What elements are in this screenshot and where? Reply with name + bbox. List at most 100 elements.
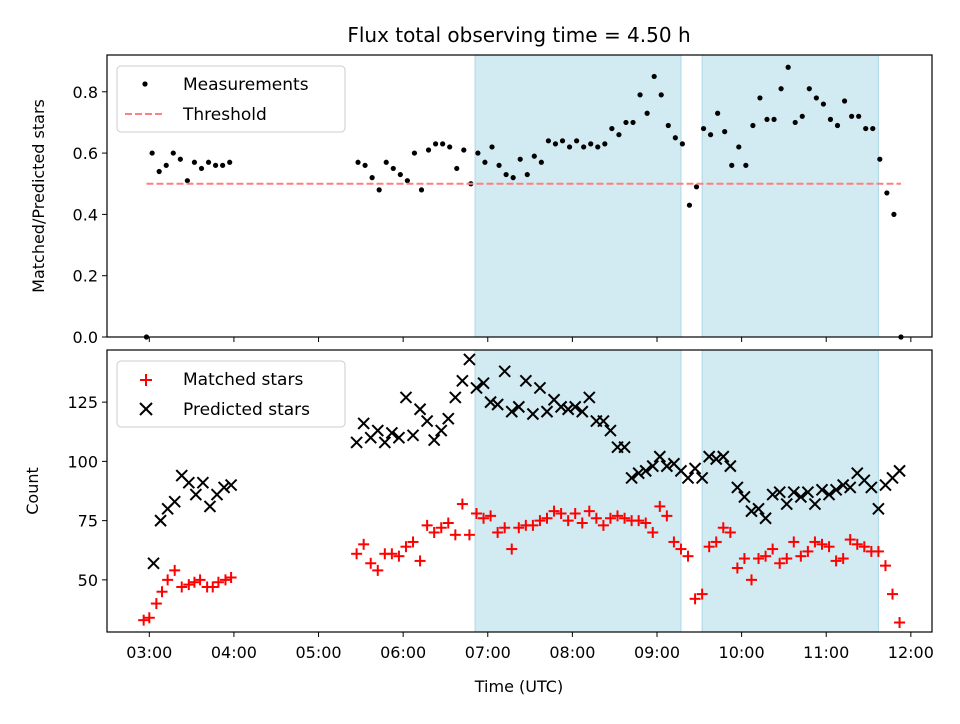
measurement-point <box>205 159 212 165</box>
matched-stars-point <box>738 553 750 565</box>
bottom-x-tick-label: 05:00 <box>295 643 341 662</box>
matched-stars-point <box>358 538 370 550</box>
bottom-legend: Matched stars Predicted stars <box>116 360 346 428</box>
measurement-point <box>651 73 657 80</box>
matched-stars-point <box>188 576 200 588</box>
predicted-stars-point <box>413 403 427 416</box>
predicted-stars-point <box>660 459 674 473</box>
predicted-stars-point <box>378 436 392 449</box>
predicted-stars-point <box>604 424 617 437</box>
measurement-point <box>665 122 671 129</box>
legend-threshold-label: Threshold <box>182 105 267 125</box>
measurement-point <box>884 190 890 196</box>
matched-stars-point <box>703 541 715 553</box>
predicted-stars-point <box>203 500 217 513</box>
predicted-stars-point <box>196 476 210 489</box>
predicted-stars-point <box>427 433 441 447</box>
matched-stars-point <box>548 505 560 517</box>
matched-stars-point <box>816 538 828 550</box>
bottom-x-tick-label: 10:00 <box>719 643 765 662</box>
matched-stars-point <box>183 579 195 591</box>
matched-stars-point <box>407 536 419 548</box>
matched-stars-point <box>689 593 701 605</box>
bottom-y-tick-label: 125 <box>67 393 98 412</box>
predicted-stars-point <box>470 381 483 395</box>
matched-stars-point <box>597 519 609 531</box>
matched-stars-point <box>583 505 595 517</box>
bottom-y-ticks: 50 75 100 125 <box>67 393 107 590</box>
matched-stars-point <box>449 529 461 541</box>
predicted-stars-point <box>526 407 540 421</box>
predicted-stars-point <box>568 400 582 414</box>
measurement-point <box>736 144 742 150</box>
measurement-point <box>177 156 183 162</box>
predicted-stars-point <box>554 400 568 414</box>
measurement-point <box>644 110 650 116</box>
bottom-y-axis-label: Count <box>23 467 42 515</box>
predicted-stars-point <box>752 502 765 515</box>
matched-stars-point <box>569 508 581 520</box>
legend-measurements-label: Measurements <box>183 75 309 95</box>
matched-stars-point <box>858 541 870 553</box>
measurement-point <box>496 162 502 168</box>
predicted-stars-point <box>505 405 518 418</box>
top-x-ticks <box>148 337 912 342</box>
measurement-point <box>369 175 375 181</box>
measurement-point <box>212 162 219 168</box>
measurement-point <box>574 138 580 144</box>
top-y-tick-label: 0.0 <box>73 328 98 347</box>
predicted-stars-point <box>688 462 702 475</box>
matched-stars-point <box>795 550 807 562</box>
measurement-point <box>411 150 418 156</box>
measurement-point <box>524 171 530 178</box>
matched-stars-point <box>830 555 842 567</box>
measurement-point <box>489 144 495 150</box>
measurement-point <box>637 92 643 98</box>
matched-stars-point <box>219 574 231 586</box>
measurement-point <box>891 211 897 217</box>
matched-stars-point <box>207 581 219 593</box>
predicted-stars-point <box>843 481 857 494</box>
measurement-point <box>149 150 155 156</box>
matched-stars-point <box>225 571 237 583</box>
measurement-point <box>686 202 693 208</box>
predicted-stars-point <box>766 488 779 501</box>
matched-stars-point <box>562 515 574 527</box>
top-y-tick-label: 0.8 <box>73 83 98 102</box>
predicted-stars-point <box>406 429 420 442</box>
top-panel: 0.00.20.40.60.8 Matched/Predicted stars … <box>29 54 933 347</box>
top-data-marks <box>143 64 904 340</box>
bottom-x-tick-label: 12:00 <box>888 643 934 662</box>
measurement-point <box>198 165 205 172</box>
bottom-x-tick-label: 07:00 <box>465 643 511 662</box>
matched-stars-point <box>176 581 188 593</box>
matched-stars-point <box>604 512 616 524</box>
predicted-stars-point <box>787 485 801 499</box>
predicted-stars-point <box>449 391 462 404</box>
legend-predicted-label: Predicted stars <box>183 400 310 420</box>
measurement-point <box>432 141 439 147</box>
predicted-stars-point <box>702 450 716 463</box>
legend-matched-marker <box>140 374 152 386</box>
predicted-stars-point <box>399 391 413 404</box>
predicted-stars-point <box>420 414 434 428</box>
predicted-stars-point <box>639 464 652 478</box>
measurement-point <box>813 95 819 101</box>
measurement-point <box>792 119 798 126</box>
matched-stars-point <box>485 510 497 522</box>
matched-stars-point <box>767 543 779 555</box>
measurement-point <box>552 141 559 147</box>
measurement-point <box>834 122 841 129</box>
top-shaded-region <box>474 54 682 338</box>
measurement-point <box>757 95 763 101</box>
predicted-stars-point <box>456 374 469 388</box>
predicted-stars-point <box>836 478 850 492</box>
matched-stars-point <box>513 522 525 534</box>
measurement-point <box>785 64 791 70</box>
bottom-shaded-region <box>701 349 879 633</box>
predicted-stars-point <box>442 412 455 425</box>
matched-stars-point <box>675 543 687 555</box>
measurement-point <box>220 162 226 168</box>
bottom-shaded-region <box>474 349 682 633</box>
